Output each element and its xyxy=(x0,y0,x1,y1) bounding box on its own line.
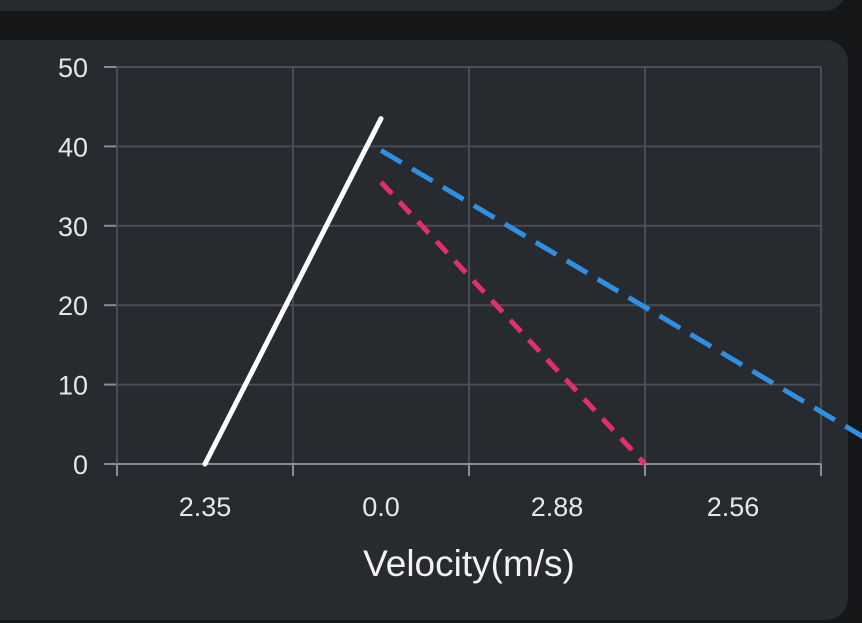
x-tick-label: 2.35 xyxy=(179,492,232,522)
tick-labels: 0 10 20 30 40 50 2.35 0.0 2.88 2.56 xyxy=(58,53,759,522)
x-tick-label: 2.56 xyxy=(707,492,760,522)
y-tick-label: 20 xyxy=(58,291,88,321)
series-lines xyxy=(202,116,862,467)
x-tick-label: 0.0 xyxy=(362,492,400,522)
y-tick-label: 0 xyxy=(73,450,88,480)
x-axis-title: Velocity(m/s) xyxy=(363,543,575,584)
y-tick-label: 50 xyxy=(58,53,88,83)
series-line xyxy=(202,116,384,467)
chart-card xyxy=(0,40,848,620)
x-tick-label: 2.88 xyxy=(531,492,584,522)
grid xyxy=(117,66,822,464)
axes xyxy=(104,66,822,476)
y-tick-label: 30 xyxy=(58,212,88,242)
y-tick-label: 40 xyxy=(58,132,88,162)
series-line xyxy=(379,148,862,439)
series-line xyxy=(379,180,647,466)
top-card xyxy=(0,0,846,11)
y-tick-label: 10 xyxy=(58,371,88,401)
